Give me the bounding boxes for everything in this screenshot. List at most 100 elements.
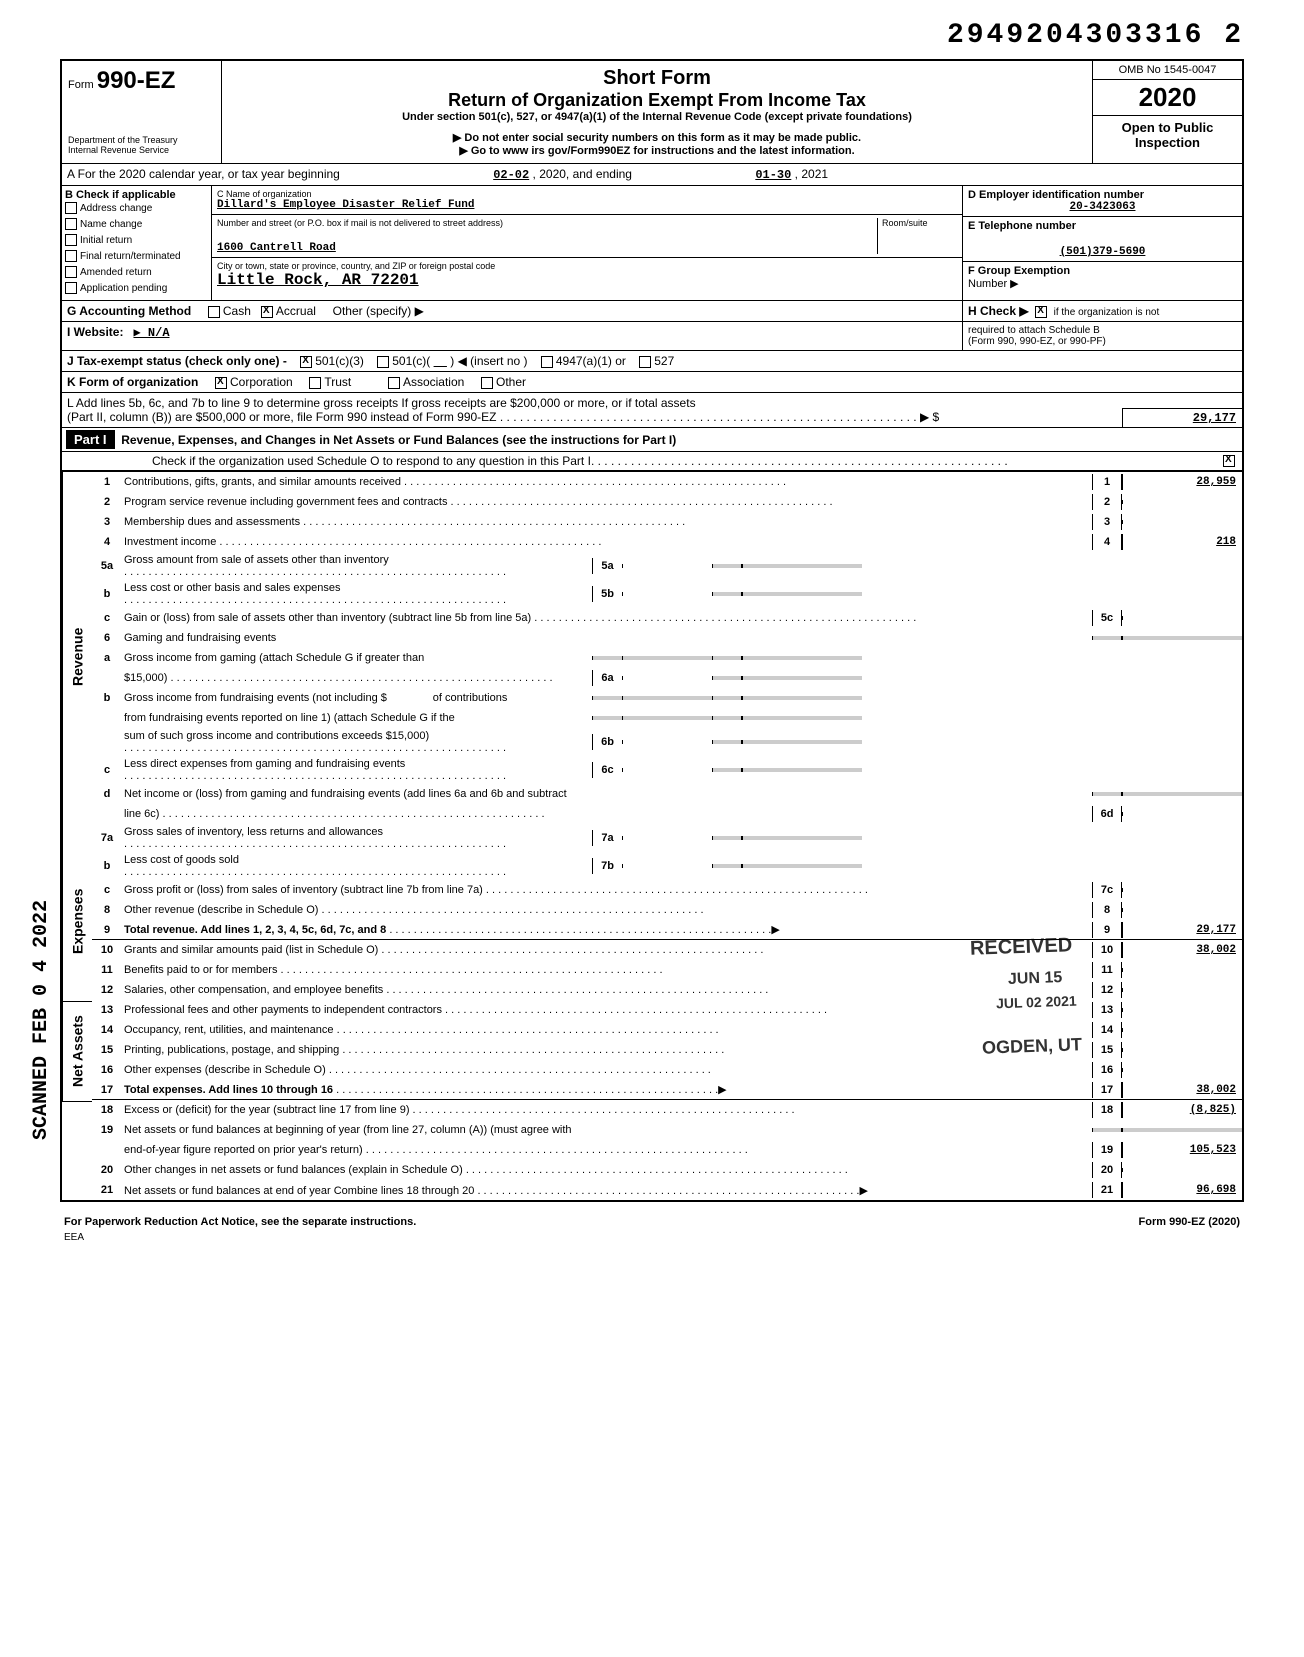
g-label: G Accounting Method: [67, 304, 191, 318]
dln-number: 2949204303316 2: [60, 20, 1244, 51]
form-label: Form: [68, 79, 94, 91]
check-amended[interactable]: [65, 266, 77, 278]
check-4947[interactable]: [541, 356, 553, 368]
line-8: 8 Other revenue (describe in Schedule O)…: [92, 900, 1242, 920]
subtitle: Under section 501(c), 527, or 4947(a)(1)…: [228, 111, 1086, 123]
check-501c[interactable]: [377, 356, 389, 368]
netassets-label: Net Assets: [62, 1002, 92, 1102]
line-7c: c Gross profit or (loss) from sales of i…: [92, 880, 1242, 900]
check-address[interactable]: [65, 202, 77, 214]
revenue-label: Revenue: [62, 472, 92, 842]
form-990ez: Form 990-EZ Department of the Treasury I…: [60, 59, 1244, 1202]
stamp-ogden: OGDEN, UT: [982, 1034, 1083, 1058]
title-short-form: Short Form: [228, 67, 1086, 90]
city-label: City or town, state or province, country…: [217, 261, 957, 271]
line-3: 3 Membership dues and assessments 3: [92, 512, 1242, 532]
c-label: C Name of organization: [217, 189, 957, 199]
stamp-jun15: JUN 15: [1007, 969, 1062, 989]
header-right: OMB No 1545-0047 2020 Open to Public Ins…: [1092, 61, 1242, 163]
line-5b: b Less cost or other basis and sales exp…: [92, 580, 1242, 608]
line-5c: c Gain or (loss) from sale of assets oth…: [92, 608, 1242, 628]
check-corp[interactable]: [215, 377, 227, 389]
form-number: 990-EZ: [97, 67, 176, 94]
line-6a: a Gross income from gaming (attach Sched…: [92, 648, 1242, 668]
i-label: I Website:: [67, 325, 123, 339]
stamp-received: RECEIVED: [969, 934, 1072, 961]
org-name: Dillard's Employee Disaster Relief Fund: [217, 199, 957, 211]
omb-number: OMB No 1545-0047: [1093, 61, 1242, 80]
expenses-label: Expenses: [62, 842, 92, 1002]
begin-date: 02-02: [493, 168, 529, 182]
check-accrual[interactable]: [261, 306, 273, 318]
check-cash[interactable]: [208, 306, 220, 318]
dept-treasury: Department of the Treasury: [68, 135, 215, 145]
line-g-h: G Accounting Method Cash Accrual Other (…: [62, 301, 1242, 322]
l-arrow: ▶ $: [920, 410, 939, 424]
line-k: K Form of organization Corporation Trust…: [62, 372, 1242, 393]
line-7b: b Less cost of goods sold 7b: [92, 852, 1242, 880]
line-7a: 7a Gross sales of inventory, less return…: [92, 824, 1242, 852]
phone: (501)379-5690: [968, 246, 1237, 258]
eea: EEA: [60, 1232, 1244, 1243]
d-label: D Employer identification number: [968, 189, 1237, 201]
form-header: Form 990-EZ Department of the Treasury I…: [62, 61, 1242, 164]
header-center: Short Form Return of Organization Exempt…: [222, 61, 1092, 163]
line-10: 10 Grants and similar amounts paid (list…: [92, 940, 1242, 960]
line-l: L Add lines 5b, 6c, and 7b to line 9 to …: [62, 393, 1242, 428]
website: ▶ N/A: [133, 326, 169, 340]
tax-year: 2020: [1093, 80, 1242, 116]
main-table: Revenue Expenses Net Assets 1 Contributi…: [62, 471, 1242, 1200]
footer-right: Form 990-EZ (2020): [1139, 1216, 1240, 1228]
e-label: E Telephone number: [968, 220, 1237, 232]
line-1: 1 Contributions, gifts, grants, and simi…: [92, 472, 1242, 492]
part1-label: Part I: [66, 430, 115, 449]
section-bcdef: B Check if applicable Address change Nam…: [62, 186, 1242, 301]
line-a-label: A For the 2020 calendar year, or tax yea…: [67, 167, 340, 181]
check-501c3[interactable]: [300, 356, 312, 368]
line-18: 18 Excess or (deficit) for the year (sub…: [92, 1100, 1242, 1120]
check-assoc[interactable]: [388, 377, 400, 389]
line-21: 21 Net assets or fund balances at end of…: [92, 1180, 1242, 1200]
check-h[interactable]: [1035, 306, 1047, 318]
j-label: J Tax-exempt status (check only one) -: [67, 354, 287, 368]
line-5a: 5a Gross amount from sale of assets othe…: [92, 552, 1242, 580]
line-4: 4 Investment income 4 218: [92, 532, 1242, 552]
check-527[interactable]: [639, 356, 651, 368]
line-6b3: sum of such gross income and contributio…: [92, 728, 1242, 756]
city-state-zip: Little Rock, AR 72201: [217, 271, 957, 289]
check-name[interactable]: [65, 218, 77, 230]
line-2: 2 Program service revenue including gove…: [92, 492, 1242, 512]
addr-label: Number and street (or P.O. box if mail i…: [217, 218, 877, 228]
line-17: 17 Total expenses. Add lines 10 through …: [92, 1080, 1242, 1100]
l-text1: L Add lines 5b, 6c, and 7b to line 9 to …: [67, 396, 1117, 410]
title-return: Return of Organization Exempt From Incom…: [228, 90, 1086, 111]
check-schedule-o[interactable]: [1223, 455, 1235, 467]
f-label: F Group Exemption: [968, 265, 1237, 277]
line-6a2: $15,000) 6a: [92, 668, 1242, 688]
note-ssn: ▶ Do not enter social security numbers o…: [228, 131, 1086, 144]
line-a: A For the 2020 calendar year, or tax yea…: [62, 164, 1242, 186]
line-6c: c Less direct expenses from gaming and f…: [92, 756, 1242, 784]
check-pending[interactable]: [65, 282, 77, 294]
line-i: I Website: ▶ N/A required to attach Sche…: [62, 322, 1242, 351]
l-amount: 29,177: [1122, 408, 1242, 427]
line-6b2: from fundraising events reported on line…: [92, 708, 1242, 728]
b-header: B Check if applicable: [65, 189, 208, 201]
check-final[interactable]: [65, 250, 77, 262]
street-address: 1600 Cantrell Road: [217, 242, 877, 254]
k-label: K Form of organization: [67, 375, 198, 389]
h-label: H Check ▶: [968, 304, 1029, 318]
line-19b: end-of-year figure reported on prior yea…: [92, 1140, 1242, 1160]
line-11: 11 Benefits paid to or for members 11: [92, 960, 1242, 980]
check-trust[interactable]: [309, 377, 321, 389]
footer: For Paperwork Reduction Act Notice, see …: [60, 1212, 1244, 1232]
end-date: 01-30: [755, 168, 791, 182]
ein: 20-3423063: [968, 201, 1237, 213]
section-b-checklist: B Check if applicable Address change Nam…: [62, 186, 212, 300]
end-year: , 2021: [795, 167, 828, 181]
note-instructions: ▶ Go to www irs gov/Form990EZ for instru…: [228, 144, 1086, 157]
check-initial[interactable]: [65, 234, 77, 246]
check-other-org[interactable]: [481, 377, 493, 389]
part1-check-text: Check if the organization used Schedule …: [152, 454, 591, 468]
line-6d: d Net income or (loss) from gaming and f…: [92, 784, 1242, 804]
